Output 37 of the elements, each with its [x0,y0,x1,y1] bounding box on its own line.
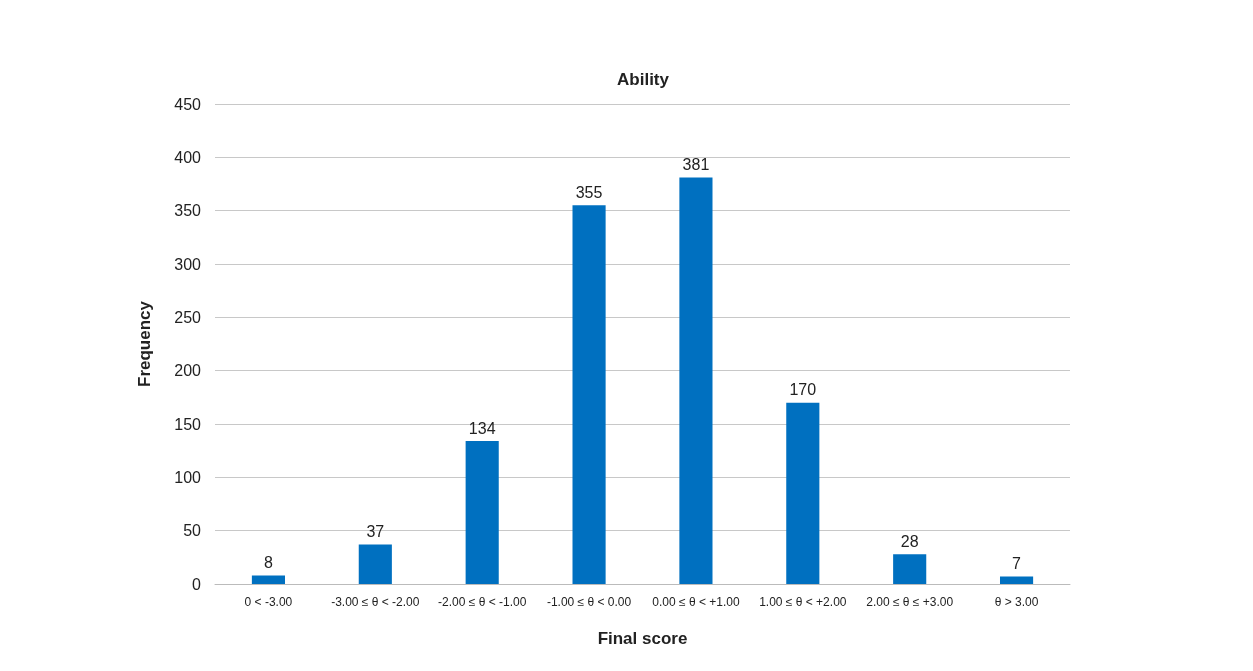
data-label: 8 [263,553,273,571]
data-label: 134 [468,419,496,437]
x-tick-label: -2.00 ≤ θ < -1.00 [438,595,527,609]
y-tick-label: 200 [174,362,202,380]
y-axis-title: Frequency [135,300,154,387]
data-label: 28 [900,532,919,550]
y-tick-label: 0 [192,575,202,593]
y-tick-label: 300 [174,255,202,273]
y-tick-label: 350 [174,202,202,220]
y-tick-label: 250 [174,308,202,326]
data-label: 37 [366,523,385,541]
y-tick-label: 50 [183,522,202,540]
data-label: 355 [575,183,603,201]
y-tick-label: 100 [174,468,202,486]
x-tick-label: 0 < -3.00 [244,595,293,609]
y-tick-label: 400 [174,148,202,166]
x-tick-label: 2.00 ≤ θ ≤ +3.00 [866,595,954,609]
chart-title: Ability [617,70,670,89]
y-tick-label: 150 [174,415,202,433]
data-label: 170 [789,381,817,399]
y-tick-label: 450 [174,95,202,113]
x-tick-label: 0.00 ≤ θ < +1.00 [652,595,740,609]
data-label: 381 [682,156,710,174]
bar [893,554,927,584]
x-tick-label: 1.00 ≤ θ < +2.00 [759,595,847,609]
bar [358,544,392,584]
bar [572,205,606,584]
x-tick-label: -3.00 ≤ θ < -2.00 [331,595,420,609]
bar [251,575,285,584]
bar [786,402,820,584]
x-tick-label: -1.00 ≤ θ < 0.00 [546,595,632,609]
x-tick-label: θ > 3.00 [994,595,1039,609]
data-label: 7 [1012,555,1022,573]
x-axis-title: Final score [597,629,688,648]
bar [679,177,713,584]
bar [465,441,499,584]
bar [1000,576,1034,584]
